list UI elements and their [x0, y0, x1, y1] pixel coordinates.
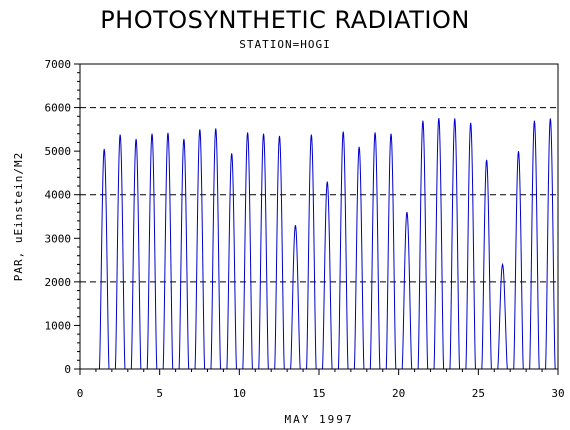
x-tick-label: 30 [551, 387, 564, 400]
x-tick-label: 20 [392, 387, 405, 400]
x-tick-label: 10 [233, 387, 246, 400]
y-axis-label: PAR, uEinstein/M2 [12, 152, 25, 282]
x-tick-label: 5 [156, 387, 163, 400]
x-tick-label: 15 [312, 387, 325, 400]
y-tick-label: 7000 [45, 58, 72, 71]
x-tick-label: 0 [77, 387, 84, 400]
chart-title: PHOTOSYNTHETIC RADIATION [100, 6, 470, 34]
y-tick-label: 4000 [45, 189, 72, 202]
plot-frame [79, 63, 559, 370]
y-tick-label: 0 [64, 363, 71, 376]
x-axis: 0 5 10 15 20 25 30 [77, 369, 565, 400]
y-tick-label: 1000 [45, 319, 72, 332]
y-tick-label: 6000 [45, 102, 72, 115]
y-axis: 0 1000 2000 3000 4000 5000 6000 7000 [45, 58, 80, 376]
y-tick-label: 3000 [45, 232, 72, 245]
x-axis-label: MAY 1997 [285, 413, 354, 426]
y-tick-label: 5000 [45, 145, 72, 158]
chart-subtitle: STATION=HOGI [239, 38, 331, 51]
y-tick-label: 2000 [45, 276, 72, 289]
par-series-line [95, 117, 558, 370]
x-tick-label: 25 [472, 387, 485, 400]
